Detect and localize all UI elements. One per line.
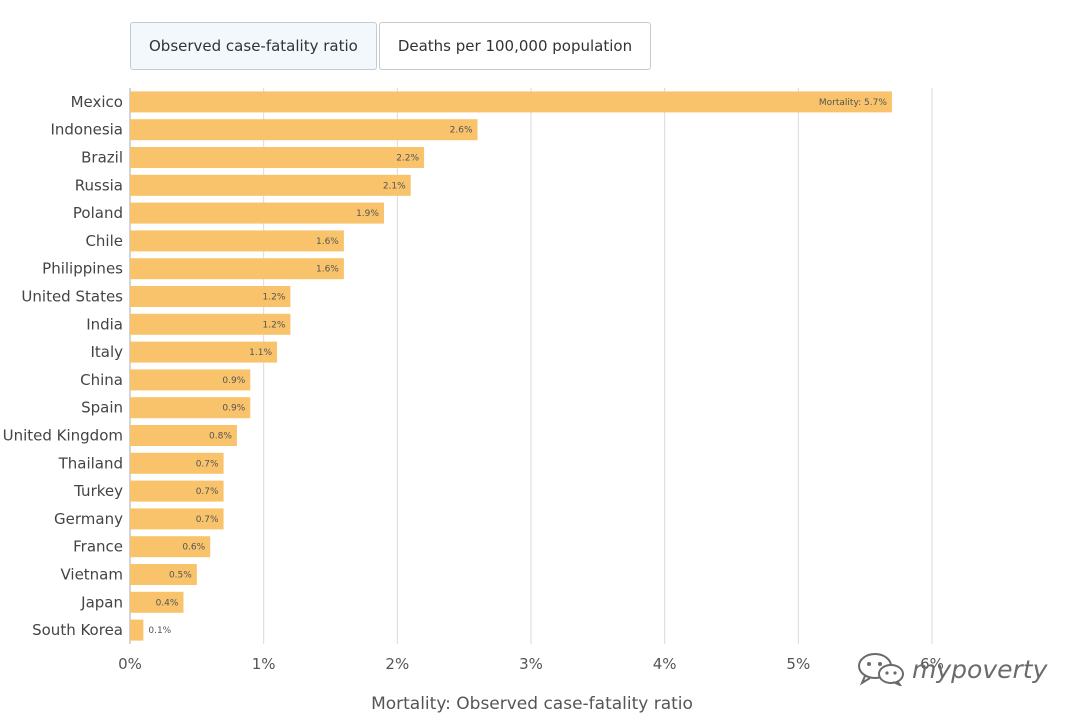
data-label: 1.1% [249, 348, 272, 358]
x-tick-label: 3% [519, 655, 543, 673]
data-label: 2.1% [383, 181, 406, 191]
bar[interactable] [130, 147, 425, 168]
x-tick-label: 0% [118, 655, 142, 673]
x-axis-ticks: 0% 1% 2% 3% 4% 5% 6% [118, 655, 944, 673]
metric-tabs: Observed case-fatality ratio Deaths per … [130, 22, 652, 70]
bar[interactable] [130, 536, 211, 558]
category-label: Indonesia [50, 121, 123, 139]
x-tick-label: 2% [385, 655, 409, 673]
data-label: 0.7% [196, 487, 219, 497]
category-labels: Mexico Indonesia Brazil Russia Poland Chile Ph… [3, 93, 124, 639]
bar[interactable] [130, 230, 344, 252]
bar[interactable] [130, 174, 411, 196]
bar[interactable] [130, 591, 184, 613]
category-label: China [80, 371, 123, 389]
data-label: 1.2% [263, 320, 286, 330]
category-label: Mexico [71, 93, 123, 111]
data-label: 0.1% [148, 626, 171, 636]
bar[interactable] [130, 564, 197, 585]
data-label: 0.5% [169, 571, 192, 581]
data-label: 2.6% [450, 126, 473, 136]
tab-deaths-per-100k[interactable]: Deaths per 100,000 population [378, 22, 652, 70]
data-label: 1.2% [263, 293, 286, 303]
bar[interactable] [130, 258, 344, 280]
bar[interactable] [130, 119, 478, 141]
category-label: Vietnam [60, 566, 123, 584]
x-axis-title: Mortality: Observed case-fatality ratio [371, 694, 693, 714]
data-label: 0.7% [196, 515, 219, 525]
category-label: France [73, 538, 123, 556]
bar[interactable] [130, 91, 892, 113]
category-label: Brazil [81, 149, 123, 167]
data-label: 0.4% [156, 598, 179, 608]
category-label: Italy [90, 343, 123, 361]
category-label: Germany [54, 510, 123, 528]
data-label: 1.6% [316, 237, 339, 247]
category-label: Turkey [73, 482, 123, 500]
x-tick-label: 6% [920, 655, 944, 673]
watermark-text: mypoverty [912, 654, 1048, 684]
category-label: Japan [80, 593, 123, 611]
bar[interactable] [130, 202, 384, 224]
bar[interactable] [130, 508, 224, 530]
category-label: Spain [81, 399, 123, 417]
data-label: 2.2% [396, 154, 419, 164]
watermark: mypoverty [856, 652, 1047, 686]
category-label: United States [21, 288, 123, 306]
x-tick-label: 4% [653, 655, 677, 673]
tab-case-fatality-ratio[interactable]: Observed case-fatality ratio [130, 22, 377, 70]
data-label: 0.6% [182, 543, 205, 553]
category-label: South Korea [32, 621, 123, 639]
bar[interactable] [130, 397, 251, 419]
bar[interactable] [130, 286, 291, 307]
bar[interactable] [130, 452, 224, 474]
category-label: Russia [75, 176, 123, 194]
x-tick-label: 1% [252, 655, 276, 673]
category-label: Poland [73, 204, 123, 222]
data-label: Mortality: 5.7% [819, 98, 887, 108]
data-label: 0.9% [222, 376, 245, 386]
category-label: Thailand [58, 454, 123, 472]
bar[interactable] [130, 619, 144, 641]
x-tick-label: 5% [786, 655, 810, 673]
wechat-icon [858, 653, 904, 686]
gridlines [129, 88, 933, 644]
bars: Mortality: 5.7% 2.6% 2.2% 2.1% 1.9% 1.6% 1.6% 1… [130, 91, 892, 641]
category-label: India [86, 315, 123, 333]
data-label: 0.9% [222, 404, 245, 414]
bar[interactable] [130, 369, 251, 391]
category-label: Philippines [42, 260, 123, 278]
data-label: 1.6% [316, 265, 339, 275]
category-label: United Kingdom [3, 427, 123, 445]
data-label: 1.9% [356, 209, 379, 219]
data-label: 0.7% [196, 459, 219, 469]
bar[interactable] [130, 313, 291, 335]
bar[interactable] [130, 480, 224, 502]
bar[interactable] [130, 341, 278, 363]
category-label: Chile [85, 232, 123, 250]
data-label: 0.8% [209, 432, 232, 442]
bar[interactable] [130, 425, 237, 446]
